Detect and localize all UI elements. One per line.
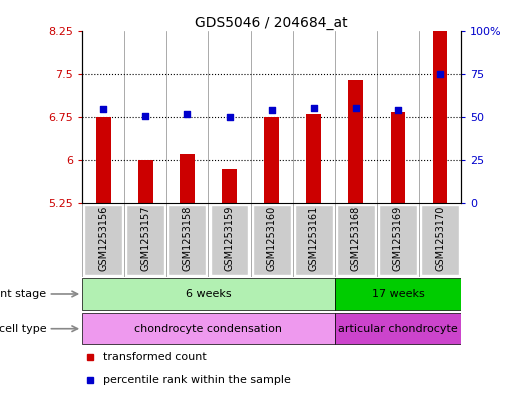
FancyBboxPatch shape xyxy=(337,204,375,275)
FancyBboxPatch shape xyxy=(169,204,206,275)
Text: GSM1253170: GSM1253170 xyxy=(435,205,445,271)
FancyBboxPatch shape xyxy=(126,204,164,275)
FancyBboxPatch shape xyxy=(421,204,459,275)
FancyBboxPatch shape xyxy=(335,313,461,344)
Bar xyxy=(264,117,279,203)
Bar xyxy=(391,112,405,203)
Bar xyxy=(138,160,153,203)
Text: development stage: development stage xyxy=(0,289,46,299)
Text: GSM1253156: GSM1253156 xyxy=(98,205,108,271)
Text: percentile rank within the sample: percentile rank within the sample xyxy=(103,375,291,385)
Bar xyxy=(96,117,111,203)
Text: chondrocyte condensation: chondrocyte condensation xyxy=(135,324,282,334)
Point xyxy=(183,111,192,118)
Text: articular chondrocyte: articular chondrocyte xyxy=(338,324,458,334)
Text: GSM1253159: GSM1253159 xyxy=(225,205,234,271)
Point xyxy=(351,105,360,111)
Bar xyxy=(222,169,237,203)
Text: cell type: cell type xyxy=(0,324,46,334)
Text: GSM1253169: GSM1253169 xyxy=(393,205,403,270)
FancyBboxPatch shape xyxy=(210,204,249,275)
Text: 6 weeks: 6 weeks xyxy=(186,289,231,299)
Text: transformed count: transformed count xyxy=(103,352,207,362)
Title: GDS5046 / 204684_at: GDS5046 / 204684_at xyxy=(196,17,348,30)
FancyBboxPatch shape xyxy=(82,313,335,344)
Bar xyxy=(180,154,195,203)
Point xyxy=(99,106,108,112)
Point xyxy=(225,114,234,120)
Point xyxy=(267,107,276,113)
Bar xyxy=(306,114,321,203)
Text: 17 weeks: 17 weeks xyxy=(372,289,425,299)
FancyBboxPatch shape xyxy=(84,204,122,275)
Point xyxy=(394,107,402,114)
Point xyxy=(141,112,149,119)
FancyBboxPatch shape xyxy=(379,204,417,275)
Text: GSM1253158: GSM1253158 xyxy=(182,205,192,271)
FancyBboxPatch shape xyxy=(335,278,461,310)
FancyBboxPatch shape xyxy=(82,278,335,310)
Point xyxy=(310,105,318,111)
Text: GSM1253157: GSM1253157 xyxy=(140,205,151,271)
Text: GSM1253168: GSM1253168 xyxy=(351,205,361,270)
FancyBboxPatch shape xyxy=(295,204,333,275)
Bar xyxy=(348,80,363,203)
Text: GSM1253161: GSM1253161 xyxy=(309,205,319,270)
Bar xyxy=(432,26,447,203)
Point xyxy=(436,71,444,77)
Text: GSM1253160: GSM1253160 xyxy=(267,205,277,270)
FancyBboxPatch shape xyxy=(253,204,290,275)
